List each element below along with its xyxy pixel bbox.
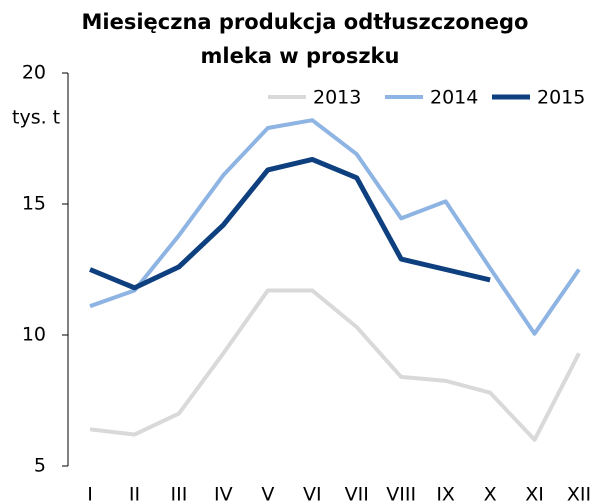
chart-title: Miesięczna produkcja odtłuszczonego	[82, 10, 529, 34]
chart-title: mleka w proszku	[201, 44, 400, 68]
x-tick-label: X	[484, 484, 497, 504]
series-line	[89, 118, 581, 336]
legend-label: 2014	[430, 87, 478, 109]
series-line	[89, 288, 581, 442]
y-tick-label: 5	[34, 455, 46, 477]
x-tick-label: IX	[436, 484, 455, 504]
x-tick-label: V	[261, 484, 274, 504]
y-tick-label: 15	[22, 193, 46, 215]
legend-label: 2013	[313, 87, 361, 109]
x-tick-label: VI	[303, 484, 322, 504]
y-tick-label: 20	[22, 62, 46, 84]
y-axis-label: tys. t	[12, 107, 60, 129]
x-tick-label: I	[87, 484, 93, 504]
x-tick-label: II	[129, 484, 140, 504]
x-tick-label: III	[171, 484, 188, 504]
x-tick-label: IV	[214, 484, 233, 504]
legend-label: 2015	[537, 87, 585, 109]
x-tick-label: XI	[525, 484, 544, 504]
x-tick-label: VII	[345, 484, 369, 504]
x-tick-label: VIII	[386, 484, 416, 504]
y-tick-label: 10	[22, 324, 46, 346]
x-tick-label: XII	[567, 484, 591, 504]
series-line	[89, 156, 491, 291]
